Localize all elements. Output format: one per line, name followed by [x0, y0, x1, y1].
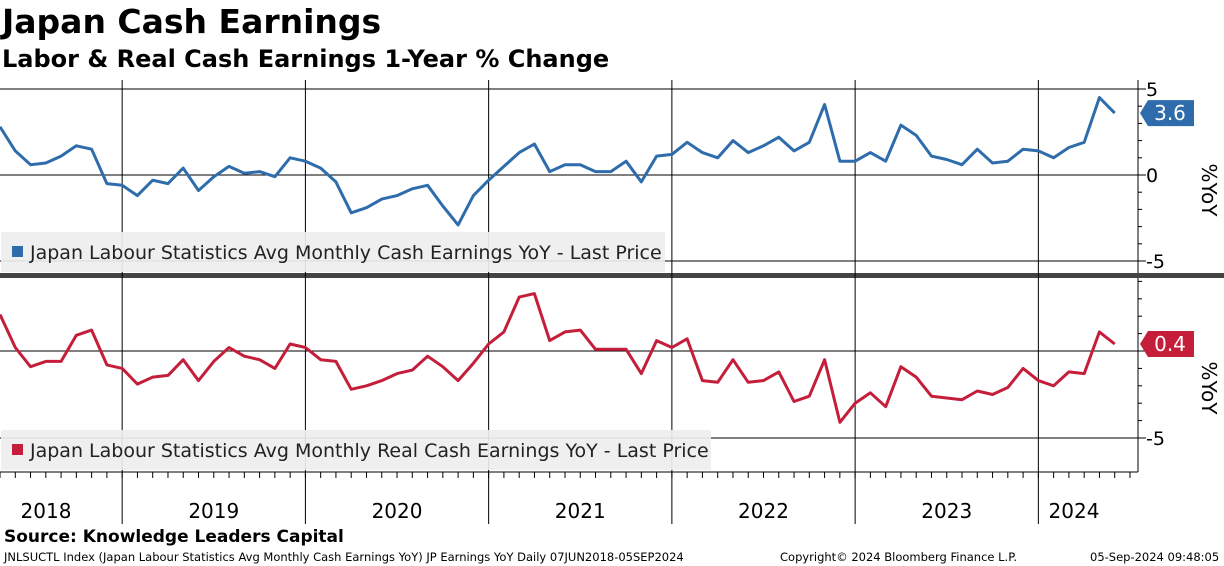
y-axis-label-bottom: %YoY	[1197, 361, 1221, 415]
panel-divider	[0, 273, 1224, 278]
copyright-note: Copyright© 2024 Bloomberg Finance L.P.	[780, 550, 1017, 564]
series-line-real-cash-earnings	[0, 292, 1116, 424]
y-tick-label: -5	[1146, 428, 1165, 450]
ticker-info: JNLSUCTL Index (Japan Labour Statistics …	[4, 550, 684, 564]
y-tick-label: 5	[1146, 79, 1158, 101]
chart-subtitle: Labor & Real Cash Earnings 1-Year % Chan…	[2, 45, 610, 73]
series-line-cash-earnings	[0, 96, 1116, 227]
timestamp: 05-Sep-2024 09:48:05	[1090, 550, 1220, 564]
last-value-tag	[1140, 100, 1194, 127]
last-value-label: 3.6	[1154, 101, 1186, 125]
last-value-tag	[1140, 331, 1194, 358]
x-tick-label: 2019	[188, 499, 239, 523]
legend-label: Japan Labour Statistics Avg Monthly Real…	[29, 440, 709, 462]
last-value-label: 0.4	[1154, 332, 1186, 356]
y-axis-label-top: %YoY	[1197, 163, 1221, 217]
x-tick-label: 2023	[921, 499, 972, 523]
y-tick-label: 0	[1146, 165, 1158, 187]
x-tick-label: 2024	[1049, 499, 1100, 523]
x-tick-label: 2022	[738, 499, 789, 523]
legend-box	[1, 430, 711, 470]
y-tick-label: -5	[1146, 251, 1165, 273]
x-tick-label: 2020	[372, 499, 423, 523]
x-tick-label: 2018	[21, 499, 72, 523]
chart-title: Japan Cash Earnings	[2, 2, 382, 41]
source-note: Source: Knowledge Leaders Capital	[4, 527, 344, 547]
legend-label: Japan Labour Statistics Avg Monthly Cash…	[29, 242, 662, 264]
legend-swatch	[12, 246, 23, 257]
legend-swatch	[12, 444, 23, 455]
legend-box	[1, 232, 665, 272]
x-tick-label: 2021	[555, 499, 606, 523]
